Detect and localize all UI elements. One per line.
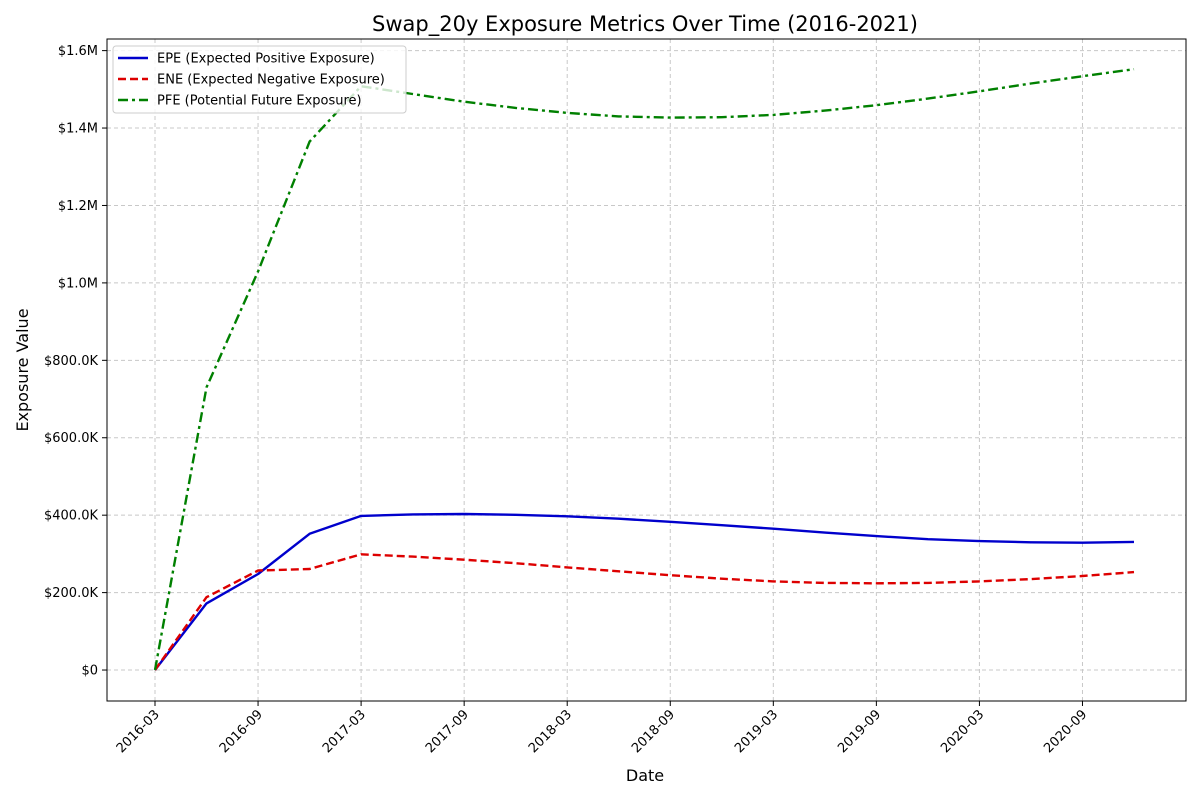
y-tick-label: $1.2M xyxy=(58,199,98,214)
legend-box xyxy=(112,45,407,114)
legend: EPE (Expected Positive Exposure) ENE (Exp… xyxy=(112,45,407,114)
y-tick-label: $1.6M xyxy=(58,44,98,59)
chart-title: Swap_20y Exposure Metrics Over Time (201… xyxy=(372,12,918,37)
y-tick-label: $0 xyxy=(81,664,98,679)
y-axis-label: Exposure Value xyxy=(13,308,32,431)
y-tick-label: $1.4M xyxy=(58,122,98,137)
legend-label: ENE (Expected Negative Exposure) xyxy=(157,73,385,88)
series-line xyxy=(153,68,1135,671)
legend-label: PFE (Potential Future Exposure) xyxy=(157,94,362,109)
series-line xyxy=(154,553,1135,671)
y-tick-label: $1.0M xyxy=(58,276,98,291)
x-axis-label: Date xyxy=(626,766,664,785)
y-tick-label: $400.0K xyxy=(44,509,98,524)
series-lines xyxy=(153,68,1135,671)
y-tick-label: $800.0K xyxy=(44,354,98,369)
y-tick-label: $600.0K xyxy=(44,431,98,446)
y-tick-label: $200.0K xyxy=(44,586,98,601)
legend-label: EPE (Expected Positive Exposure) xyxy=(157,52,375,67)
plot-frame xyxy=(106,38,1187,702)
series-line xyxy=(154,512,1135,671)
grid xyxy=(107,39,1186,701)
